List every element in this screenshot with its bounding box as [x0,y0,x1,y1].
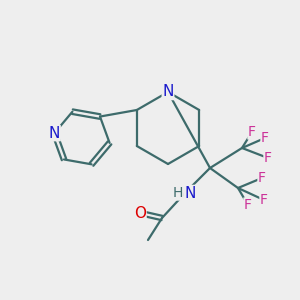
Text: F: F [244,198,252,212]
Text: F: F [248,125,256,139]
Text: O: O [134,206,146,220]
Text: N: N [162,85,174,100]
Text: H: H [173,186,183,200]
Text: F: F [261,131,269,145]
Text: F: F [258,171,266,185]
Text: F: F [260,193,268,207]
Text: F: F [264,151,272,165]
Text: N: N [49,126,60,141]
Text: N: N [184,185,196,200]
